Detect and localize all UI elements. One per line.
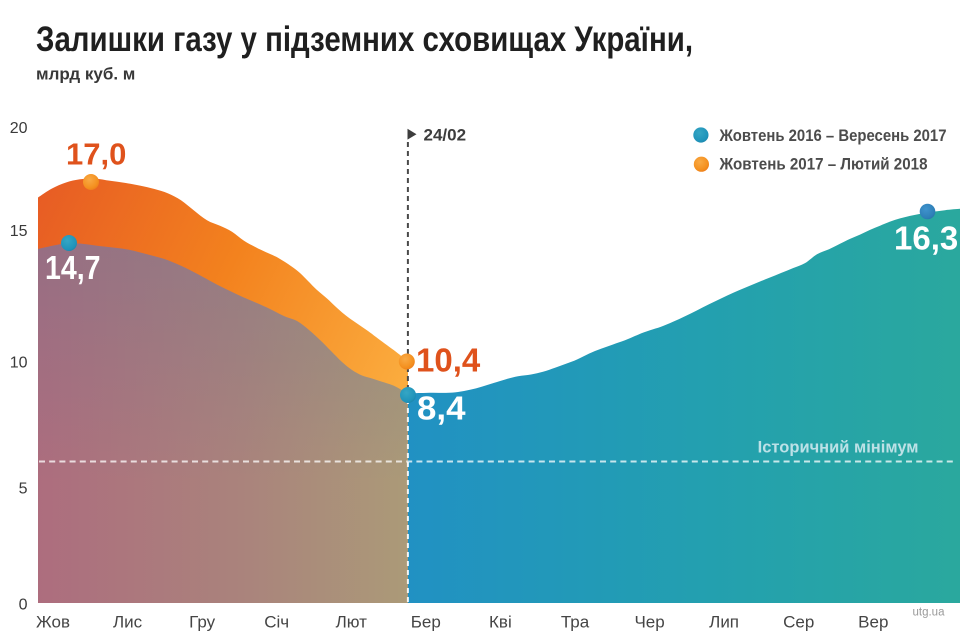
svg-text:20: 20 [10, 120, 28, 137]
svg-text:Гру: Гру [189, 613, 216, 632]
svg-text:5: 5 [19, 481, 28, 498]
svg-text:Січ: Січ [264, 613, 289, 632]
svg-text:15: 15 [10, 223, 28, 240]
svg-text:0: 0 [19, 597, 28, 614]
svg-text:Лис: Лис [113, 613, 143, 632]
svg-text:8,4: 8,4 [417, 390, 466, 427]
svg-text:Жовтень 2016 – Вересень 2017: Жовтень 2016 – Вересень 2017 [719, 126, 947, 145]
svg-text:16,3: 16,3 [894, 220, 958, 257]
svg-text:Жов: Жов [36, 613, 70, 632]
svg-text:Кві: Кві [489, 613, 512, 632]
svg-text:Сер: Сер [783, 613, 814, 632]
svg-text:17,0: 17,0 [66, 137, 126, 172]
svg-text:Історичний мінімум: Історичний мінімум [758, 439, 919, 457]
svg-text:Вер: Вер [858, 613, 888, 632]
svg-text:10: 10 [10, 355, 28, 372]
svg-text:Лют: Лют [336, 613, 368, 632]
svg-text:Бер: Бер [411, 613, 441, 632]
svg-text:14,7: 14,7 [45, 249, 101, 286]
svg-text:Чер: Чер [634, 613, 664, 632]
svg-text:Залишки газу у підземних схови: Залишки газу у підземних сховищах Україн… [36, 20, 693, 59]
svg-text:24/02: 24/02 [424, 125, 467, 144]
svg-text:млрд куб. м: млрд куб. м [36, 65, 135, 84]
svg-text:Тра: Тра [561, 613, 590, 632]
svg-text:10,4: 10,4 [416, 342, 481, 379]
svg-text:Жовтень 2017 – Лютий 2018: Жовтень 2017 – Лютий 2018 [719, 155, 928, 174]
svg-text:utg.ua: utg.ua [913, 607, 946, 619]
svg-text:Лип: Лип [709, 613, 739, 632]
